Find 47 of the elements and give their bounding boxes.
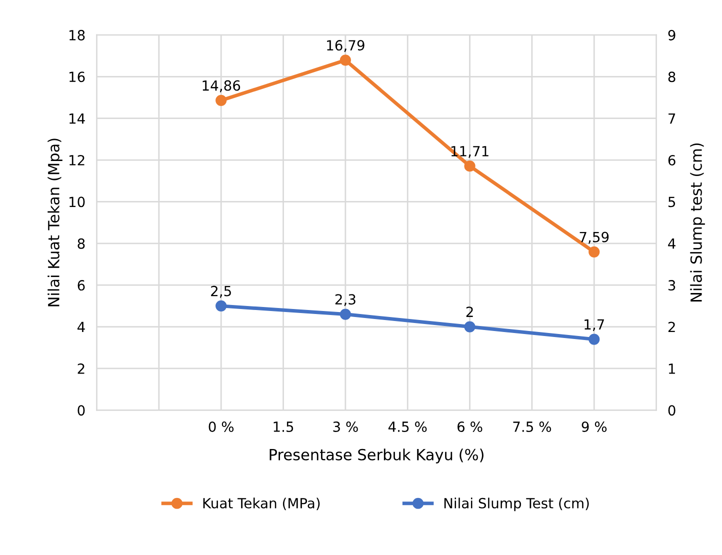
y2-tick-label: 8	[668, 72, 676, 82]
x-tick-label: 7.5 %	[513, 422, 552, 432]
y2-tick-label: 1	[668, 364, 675, 374]
y2-tick-label: 4	[668, 238, 676, 249]
y-tick-label: 8	[78, 238, 85, 249]
data-label: 14,86	[202, 80, 240, 92]
y-tick-label: 16	[69, 72, 85, 82]
legend-label: Kuat Tekan (MPa)	[203, 498, 320, 510]
data-label: 2,3	[335, 294, 356, 306]
y-tick-label: 12	[69, 154, 84, 166]
point	[464, 160, 476, 172]
y-tick-label: 4	[77, 322, 85, 332]
y2-tick-label: 6	[668, 154, 676, 166]
y-tick-label: 18	[69, 30, 85, 40]
x-axis-title: Presentase Serbuk Kayu (%)	[270, 448, 484, 464]
y2-tick-label: 9	[668, 30, 676, 40]
point	[340, 308, 351, 320]
y-tick-label: 14	[69, 113, 85, 124]
point	[464, 321, 476, 332]
point	[588, 246, 600, 258]
x-tick-label: 1.5	[274, 422, 294, 432]
y-tick-label: 0	[78, 405, 85, 416]
point	[216, 300, 227, 312]
y2-axis-title: Nilai Slump test (cm)	[690, 143, 705, 302]
data-label: 7,59	[580, 232, 609, 244]
y2-tick-label: 3	[668, 280, 676, 291]
data-label: 1,7	[584, 319, 604, 332]
data-label: 2,5	[211, 286, 231, 298]
data-label: 16,79	[327, 40, 364, 52]
y2-tick-label: 0	[668, 405, 676, 416]
x-tick-label: 6 %	[458, 422, 482, 432]
point	[588, 334, 600, 345]
y2-tick-label: 2	[668, 322, 675, 332]
legend-label: Nilai Slump Test (cm)	[444, 498, 589, 512]
point	[340, 54, 351, 66]
point	[216, 94, 227, 106]
y-axis-title: Nilai Kuat Tekan (Mpa)	[48, 138, 62, 306]
y-tick-label: 6	[78, 280, 85, 291]
x-tick-label: 3 %	[333, 422, 358, 432]
data-label: 2	[466, 306, 473, 317]
y-tick-label: 2	[78, 363, 84, 374]
x-tick-label: 4.5 %	[388, 422, 427, 432]
y2-tick-label: 7	[668, 113, 676, 124]
x-tick-label: 0 %	[208, 422, 234, 432]
y-tick-label: 10	[69, 196, 85, 208]
x-tick-label: 9 %	[582, 422, 607, 432]
y2-tick-label: 5	[668, 196, 676, 208]
